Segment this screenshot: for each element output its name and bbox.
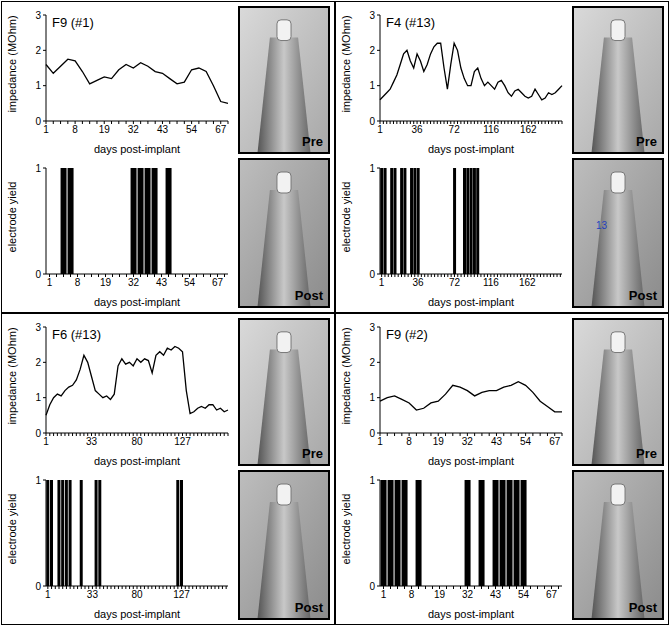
svg-text:3: 3 xyxy=(369,10,375,21)
svg-text:1: 1 xyxy=(43,436,49,447)
svg-text:1: 1 xyxy=(35,163,41,174)
svg-text:0: 0 xyxy=(35,428,41,439)
svg-text:0: 0 xyxy=(369,428,375,439)
svg-text:1: 1 xyxy=(35,80,41,91)
svg-text:67: 67 xyxy=(549,436,561,447)
svg-text:54: 54 xyxy=(518,589,530,600)
svg-text:72: 72 xyxy=(449,277,461,288)
html-text:Pre: Pre xyxy=(636,134,657,149)
svg-text:80: 80 xyxy=(131,589,143,600)
svg-text:days post-implant: days post-implant xyxy=(94,455,180,467)
html-text:F4 (#13): F4 (#13) xyxy=(386,15,436,30)
svg-text:0: 0 xyxy=(369,581,375,592)
html-text:Pre: Pre xyxy=(302,446,323,461)
svg-text:2: 2 xyxy=(35,357,41,368)
svg-text:19: 19 xyxy=(433,436,445,447)
svg-text:3: 3 xyxy=(369,322,375,333)
svg-text:127: 127 xyxy=(174,436,191,447)
svg-text:32: 32 xyxy=(462,436,474,447)
svg-text:0: 0 xyxy=(35,581,41,592)
svg-text:33: 33 xyxy=(86,436,98,447)
svg-text:1: 1 xyxy=(47,277,53,288)
svg-text:72: 72 xyxy=(449,124,461,135)
html-text:Post: Post xyxy=(628,288,657,303)
svg-text:32: 32 xyxy=(462,589,474,600)
svg-text:1: 1 xyxy=(45,589,51,600)
svg-text:80: 80 xyxy=(131,436,143,447)
svg-text:32: 32 xyxy=(128,124,140,135)
svg-text:1: 1 xyxy=(377,436,383,447)
svg-text:32: 32 xyxy=(128,277,140,288)
html-text:electrode yield: electrode yield xyxy=(6,493,18,565)
svg-text:days post-implant: days post-implant xyxy=(428,608,514,620)
html-text:electrode yield: electrode yield xyxy=(340,493,352,565)
svg-text:54: 54 xyxy=(184,277,196,288)
svg-text:0: 0 xyxy=(35,116,41,127)
svg-text:127: 127 xyxy=(173,589,190,600)
svg-text:8: 8 xyxy=(406,436,412,447)
svg-text:1: 1 xyxy=(377,124,383,135)
html-text:impedance (MOhm): impedance (MOhm) xyxy=(340,327,352,425)
html-text:F9 (#2): F9 (#2) xyxy=(386,327,428,342)
svg-text:19: 19 xyxy=(100,277,112,288)
svg-text:54: 54 xyxy=(520,436,532,447)
svg-text:19: 19 xyxy=(434,589,446,600)
svg-text:1: 1 xyxy=(43,124,49,135)
html-text:Pre: Pre xyxy=(636,446,657,461)
svg-text:2: 2 xyxy=(369,45,375,56)
svg-text:3: 3 xyxy=(35,322,41,333)
html-text:Post: Post xyxy=(628,600,657,615)
html-text:F9 (#1): F9 (#1) xyxy=(52,15,94,30)
svg-text:43: 43 xyxy=(490,589,502,600)
svg-text:1: 1 xyxy=(369,80,375,91)
svg-text:days post-implant: days post-implant xyxy=(428,296,514,308)
svg-text:116: 116 xyxy=(483,124,499,135)
svg-text:36: 36 xyxy=(412,124,424,135)
svg-text:8: 8 xyxy=(75,277,81,288)
svg-text:days post-implant: days post-implant xyxy=(94,143,180,155)
html-text:13: 13 xyxy=(596,220,608,231)
svg-text:days post-implant: days post-implant xyxy=(428,455,514,467)
svg-text:67: 67 xyxy=(212,277,224,288)
svg-text:8: 8 xyxy=(409,589,415,600)
svg-text:162: 162 xyxy=(519,277,536,288)
svg-text:days post-implant: days post-implant xyxy=(94,296,180,308)
html-text:Post: Post xyxy=(294,288,323,303)
svg-text:1: 1 xyxy=(369,163,375,174)
svg-text:43: 43 xyxy=(491,436,503,447)
html-text:electrode yield: electrode yield xyxy=(340,181,352,253)
svg-text:8: 8 xyxy=(72,124,78,135)
svg-text:67: 67 xyxy=(215,124,227,135)
svg-text:0: 0 xyxy=(369,116,375,127)
html-text:electrode yield: electrode yield xyxy=(6,181,18,253)
svg-text:1: 1 xyxy=(381,589,387,600)
svg-text:1: 1 xyxy=(369,475,375,486)
svg-text:3: 3 xyxy=(35,10,41,21)
svg-text:67: 67 xyxy=(546,589,558,600)
svg-text:1: 1 xyxy=(35,392,41,403)
html-text:impedance (MOhm): impedance (MOhm) xyxy=(6,15,18,113)
svg-text:2: 2 xyxy=(369,357,375,368)
svg-text:1: 1 xyxy=(369,392,375,403)
svg-text:162: 162 xyxy=(520,124,537,135)
svg-text:54: 54 xyxy=(186,124,198,135)
svg-text:36: 36 xyxy=(412,277,424,288)
svg-text:1: 1 xyxy=(379,277,385,288)
svg-text:43: 43 xyxy=(156,277,168,288)
html-text:Post: Post xyxy=(294,600,323,615)
svg-text:1: 1 xyxy=(35,475,41,486)
svg-text:0: 0 xyxy=(35,269,41,280)
svg-text:2: 2 xyxy=(35,45,41,56)
html-text:Pre: Pre xyxy=(302,134,323,149)
html-text:impedance (MOhm): impedance (MOhm) xyxy=(6,327,18,425)
svg-text:33: 33 xyxy=(87,589,99,600)
html-text:impedance (MOhm): impedance (MOhm) xyxy=(340,15,352,113)
html-text:F6 (#13): F6 (#13) xyxy=(52,327,102,342)
svg-text:days post-implant: days post-implant xyxy=(428,143,514,155)
svg-text:43: 43 xyxy=(157,124,169,135)
svg-text:days post-implant: days post-implant xyxy=(94,608,180,620)
svg-text:19: 19 xyxy=(99,124,111,135)
svg-text:0: 0 xyxy=(369,269,375,280)
svg-text:116: 116 xyxy=(483,277,499,288)
